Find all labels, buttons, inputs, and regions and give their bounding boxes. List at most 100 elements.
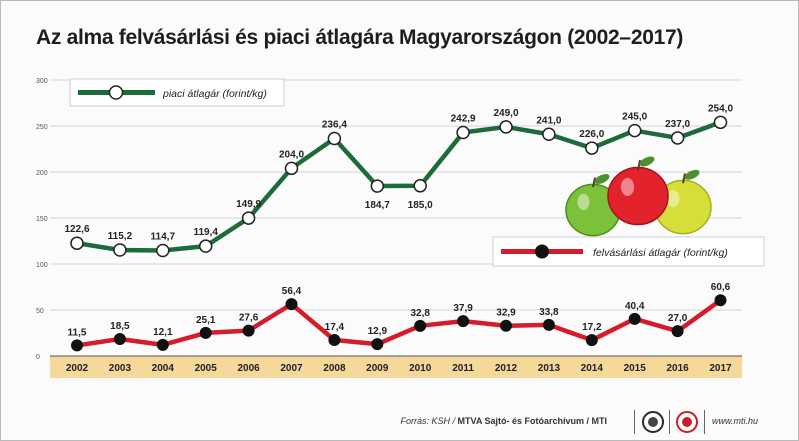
y-tick-label: 250 (36, 124, 48, 131)
purchase-price-value-label: 17,2 (582, 322, 602, 333)
x-tick-label: 2011 (452, 363, 474, 374)
y-tick-label: 200 (36, 170, 48, 177)
legend-purchase-marker (535, 244, 549, 259)
purchase-price-point (500, 319, 512, 332)
yellow-apple-icon-stem (682, 173, 686, 184)
market-price-point (627, 123, 642, 138)
purchase-price-point (542, 318, 555, 331)
purchase-price-value-label: 12,1 (153, 327, 173, 338)
market-price-point (499, 120, 513, 134)
purchase-price-point (457, 315, 470, 328)
x-tick-label: 2008 (323, 363, 346, 374)
purchase-price-value-label: 40,4 (625, 301, 645, 312)
purchase-price-line (76, 298, 722, 348)
legend-purchase-label: felvásárlási átlagár (forint/kg) (593, 247, 728, 259)
market-price-point (542, 127, 556, 142)
source-agency: MTVA Sajtó- és Fotóarchívum / MTI (457, 416, 607, 426)
green-apple-icon-leaf (594, 173, 610, 184)
market-price-value-label: 245,0 (622, 112, 647, 123)
purchase-price-point (71, 339, 83, 352)
x-tick-label: 2014 (581, 363, 604, 374)
red-apple-icon (607, 166, 669, 226)
purchase-price-point (199, 326, 212, 339)
market-price-point (198, 239, 213, 253)
purchase-price-point (242, 324, 255, 337)
market-price-value-label: 119,4 (193, 227, 218, 238)
market-price-value-label: 122,6 (64, 224, 89, 235)
market-price-point (156, 243, 170, 258)
footer-divider (669, 410, 670, 434)
purchase-price-value-label: 27,0 (668, 313, 688, 324)
market-price-point (456, 125, 470, 140)
purchase-price-point (285, 298, 298, 311)
market-price-value-label: 242,9 (451, 114, 476, 125)
red-apple-icon-shine (620, 178, 635, 196)
y-tick-label: 50 (36, 308, 44, 315)
purchase-price-value-label: 18,5 (110, 321, 130, 332)
market-price-value-label: 254,0 (708, 103, 733, 114)
mti-logo-icon (642, 411, 664, 433)
market-price-point (327, 131, 342, 146)
x-tick-label: 2013 (538, 363, 561, 374)
mtva-logo-icon (676, 411, 698, 433)
market-price-value-label: 226,0 (579, 129, 604, 140)
purchase-price-value-label: 17,4 (325, 322, 345, 333)
purchase-price-value-label: 33,8 (539, 307, 559, 318)
chart-title: Az alma felvásárlási és piaci átlagára M… (36, 26, 684, 49)
x-tick-label: 2016 (666, 363, 689, 374)
footer-divider (704, 410, 705, 434)
y-tick-label: 0 (36, 354, 40, 361)
red-apple-icon-leaf (639, 156, 655, 167)
x-tick-label: 2010 (409, 363, 432, 374)
source-credit: Forrás: KSH / MTVA Sajtó- és Fotóarchívu… (400, 416, 607, 426)
x-tick-label: 2006 (237, 363, 260, 374)
x-tick-label: 2012 (495, 363, 518, 374)
market-price-point (370, 179, 385, 193)
market-price-value-label: 149,9 (236, 199, 261, 210)
purchase-price-point (371, 338, 384, 351)
x-tick-label: 2007 (280, 363, 303, 374)
purchase-price-point (585, 334, 598, 347)
x-tick-label: 2004 (152, 363, 175, 374)
market-price-value-label: 185,0 (408, 200, 433, 211)
purchase-price-point (328, 333, 341, 346)
market-price-value-label: 184,7 (365, 200, 390, 211)
market-price-value-label: 236,4 (322, 120, 347, 131)
source-prefix: Forrás: KSH / (400, 416, 458, 426)
market-price-value-label: 114,7 (151, 231, 176, 242)
market-price-point (713, 115, 728, 130)
purchase-price-point (156, 338, 169, 351)
market-price-line (76, 120, 722, 253)
yellow-apple-icon-shine (667, 190, 680, 208)
x-axis-band (50, 356, 742, 378)
x-tick-label: 2015 (624, 363, 647, 374)
purchase-price-point (113, 332, 126, 345)
market-price-point (585, 141, 599, 155)
purchase-price-point (628, 312, 641, 325)
x-tick-label: 2005 (195, 363, 218, 374)
purchase-price-value-label: 25,1 (196, 315, 216, 326)
purchase-price-value-label: 27,6 (239, 313, 259, 324)
legend-market-label: piaci átlagár (forint/kg) (162, 88, 267, 100)
green-apple-icon-shine (577, 193, 590, 210)
footer-divider (634, 410, 635, 434)
purchase-price-value-label: 12,9 (368, 326, 388, 337)
green-apple-icon-stem (592, 177, 596, 188)
market-price-point (70, 236, 84, 250)
legend-market-marker (108, 85, 124, 100)
market-price-point (241, 211, 256, 225)
market-price-point (413, 179, 427, 193)
market-price-point (113, 243, 127, 257)
y-tick-label: 300 (36, 78, 48, 85)
market-price-value-label: 249,0 (493, 108, 518, 119)
x-tick-label: 2017 (709, 363, 732, 374)
footer: Forrás: KSH / MTVA Sajtó- és Fotóarchívu… (0, 404, 797, 438)
y-tick-label: 150 (36, 216, 48, 223)
website-label: www.mti.hu (712, 416, 759, 426)
purchase-price-value-label: 37,9 (453, 303, 473, 314)
x-tick-label: 2009 (366, 363, 389, 374)
yellow-apple-icon-leaf (684, 169, 700, 180)
market-price-value-label: 241,0 (536, 115, 561, 126)
market-price-value-label: 204,0 (279, 149, 304, 160)
